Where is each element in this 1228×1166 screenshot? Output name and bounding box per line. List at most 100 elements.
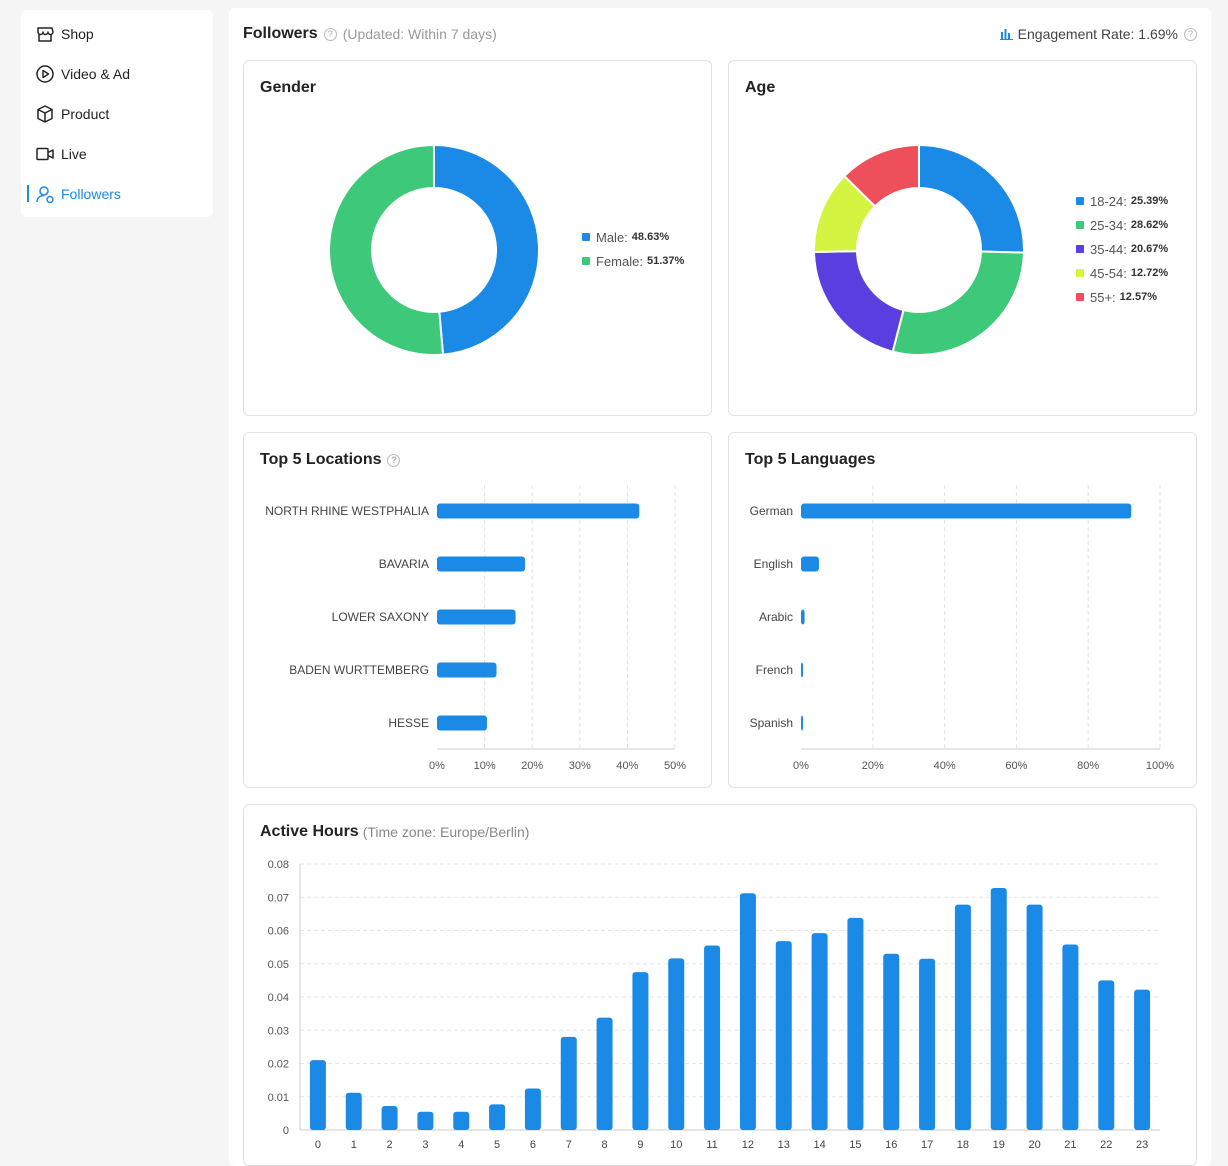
y-tick-label: HESSE bbox=[388, 716, 429, 730]
help-icon[interactable]: ? bbox=[1184, 27, 1197, 41]
locations-card: Top 5 Locations ? 0% 10% 20% 30% 40% 50% NORTH… bbox=[243, 432, 712, 788]
slice-25-34[interactable] bbox=[891, 250, 1025, 356]
x-tick-label: 11 bbox=[706, 1139, 717, 1151]
x-tick-label: 20% bbox=[521, 760, 543, 772]
age-card: Age 18-24: 25.39% 25-34: 28.62% 35-44: 2… bbox=[728, 60, 1197, 416]
legend-item-female[interactable]: Female: 51.37% bbox=[582, 249, 684, 273]
sidebar-item-shop[interactable]: Shop bbox=[21, 14, 213, 54]
bar-arabic[interactable] bbox=[801, 609, 805, 625]
bar-hour-10[interactable] bbox=[668, 958, 685, 1130]
legend-label: 25-34: bbox=[1090, 217, 1127, 233]
legend-value: 25.39% bbox=[1130, 195, 1169, 207]
bar-hour-12[interactable] bbox=[739, 893, 756, 1130]
page-title: Followers bbox=[243, 25, 318, 42]
legend-label: 45-54: bbox=[1090, 265, 1127, 281]
active-hours-title: Active Hours (Time zone: Europe/Berlin) bbox=[260, 823, 529, 841]
bar-spanish[interactable] bbox=[801, 715, 803, 731]
x-tick-label: 8 bbox=[602, 1139, 608, 1151]
x-tick-label: 15 bbox=[849, 1139, 861, 1151]
bar-hour-11[interactable] bbox=[704, 945, 721, 1130]
x-tick-label: 100% bbox=[1146, 760, 1174, 772]
legend-item-male[interactable]: Male: 48.63% bbox=[582, 225, 684, 249]
y-tick-label: BADEN WURTTEMBERG bbox=[289, 663, 429, 677]
bar-chart-icon bbox=[999, 29, 1013, 40]
bar-hour-16[interactable] bbox=[883, 953, 900, 1130]
sidebar-item-label: Product bbox=[61, 106, 110, 122]
y-tick-label: LOWER SAXONY bbox=[332, 610, 429, 624]
bar-hour-3[interactable] bbox=[417, 1111, 434, 1130]
video-camera-icon bbox=[36, 147, 54, 161]
slice-18-24[interactable] bbox=[918, 143, 1025, 254]
legend-value: 28.62% bbox=[1130, 219, 1169, 231]
bar-hour-5[interactable] bbox=[489, 1104, 506, 1130]
legend-label: Female: bbox=[596, 253, 643, 269]
legend-dot bbox=[1076, 269, 1084, 277]
legend-dot bbox=[1076, 245, 1084, 253]
x-tick-label: 9 bbox=[637, 1139, 643, 1151]
y-tick-label: 0.03 bbox=[268, 1025, 289, 1037]
bar-hour-17[interactable] bbox=[919, 958, 936, 1130]
box-icon bbox=[37, 105, 53, 123]
bar-baden-wurttemberg[interactable] bbox=[437, 662, 497, 678]
bar-hour-1[interactable] bbox=[345, 1092, 362, 1130]
x-tick-label: 7 bbox=[566, 1139, 572, 1151]
timezone-label: (Time zone: Europe/Berlin) bbox=[362, 824, 530, 840]
bar-hour-20[interactable] bbox=[1026, 904, 1043, 1130]
page-header: Followers ? (Updated: Within 7 days) Eng… bbox=[243, 24, 1197, 44]
legend-item-25-34[interactable]: 25-34: 28.62% bbox=[1076, 213, 1168, 237]
y-tick-label: 0.04 bbox=[268, 992, 289, 1004]
legend-label: 18-24: bbox=[1090, 193, 1127, 209]
languages-bar-chart: 0% 20% 40% 60% 80% 100% German English Arabic Fre… bbox=[750, 485, 1174, 772]
bar-bavaria[interactable] bbox=[437, 556, 526, 572]
bar-hour-13[interactable] bbox=[775, 941, 792, 1130]
y-tick-label: BAVARIA bbox=[379, 557, 429, 571]
x-tick-label: 40% bbox=[616, 760, 638, 772]
bar-hour-21[interactable] bbox=[1062, 944, 1079, 1130]
x-tick-label: 50% bbox=[664, 760, 686, 772]
languages-card: Top 5 Languages 0% 20% 40% 60% 80% 100% German… bbox=[728, 432, 1197, 788]
legend-item-45-54[interactable]: 45-54: 12.72% bbox=[1076, 261, 1168, 285]
legend-item-35-44[interactable]: 35-44: 20.67% bbox=[1076, 237, 1168, 261]
legend-dot bbox=[582, 233, 590, 241]
bar-hour-15[interactable] bbox=[847, 917, 864, 1130]
bar-hour-22[interactable] bbox=[1098, 980, 1115, 1130]
sidebar-item-followers[interactable]: Followers bbox=[21, 174, 213, 214]
bar-hour-14[interactable] bbox=[811, 933, 828, 1130]
slice-female[interactable] bbox=[328, 143, 445, 356]
bar-hour-19[interactable] bbox=[990, 887, 1007, 1130]
bar-north-rhine-westphalia[interactable] bbox=[437, 503, 640, 519]
bar-hour-4[interactable] bbox=[453, 1111, 470, 1130]
sidebar-item-live[interactable]: Live bbox=[21, 134, 213, 174]
bar-hour-23[interactable] bbox=[1134, 989, 1151, 1130]
bar-hour-2[interactable] bbox=[381, 1106, 398, 1130]
x-tick-label: 14 bbox=[813, 1139, 825, 1151]
bar-english[interactable] bbox=[801, 556, 819, 572]
bar-german[interactable] bbox=[801, 503, 1132, 519]
legend-value: 48.63% bbox=[631, 231, 670, 243]
bar-french[interactable] bbox=[801, 662, 803, 678]
bar-lower-saxony[interactable] bbox=[437, 609, 516, 625]
bar-hour-7[interactable] bbox=[560, 1036, 577, 1130]
bar-hour-0[interactable] bbox=[309, 1060, 326, 1130]
legend-item-18-24[interactable]: 18-24: 25.39% bbox=[1076, 189, 1168, 213]
sidebar-item-video-ad[interactable]: Video & Ad bbox=[21, 54, 213, 94]
bar-hour-9[interactable] bbox=[632, 972, 649, 1130]
legend-value: 20.67% bbox=[1130, 243, 1169, 255]
legend-item-55-plus[interactable]: 55+: 12.57% bbox=[1076, 285, 1168, 309]
help-icon[interactable]: ? bbox=[323, 27, 337, 41]
bar-hour-18[interactable] bbox=[954, 904, 971, 1130]
x-tick-label: 13 bbox=[778, 1139, 790, 1151]
slice-male[interactable] bbox=[433, 143, 540, 356]
help-icon[interactable]: ? bbox=[387, 453, 401, 467]
slice-55[interactable] bbox=[842, 143, 920, 208]
x-tick-label: 30% bbox=[569, 760, 591, 772]
y-tick-label: 0.01 bbox=[268, 1092, 289, 1104]
bar-hour-6[interactable] bbox=[524, 1088, 541, 1130]
legend-value: 12.57% bbox=[1119, 291, 1157, 303]
sidebar-item-label: Shop bbox=[61, 26, 94, 42]
slice-35-44[interactable] bbox=[812, 250, 905, 353]
bar-hour-8[interactable] bbox=[596, 1017, 613, 1130]
sidebar-item-product[interactable]: Product bbox=[21, 94, 213, 134]
x-tick-label: 1 bbox=[351, 1139, 357, 1151]
bar-hesse[interactable] bbox=[437, 715, 487, 731]
